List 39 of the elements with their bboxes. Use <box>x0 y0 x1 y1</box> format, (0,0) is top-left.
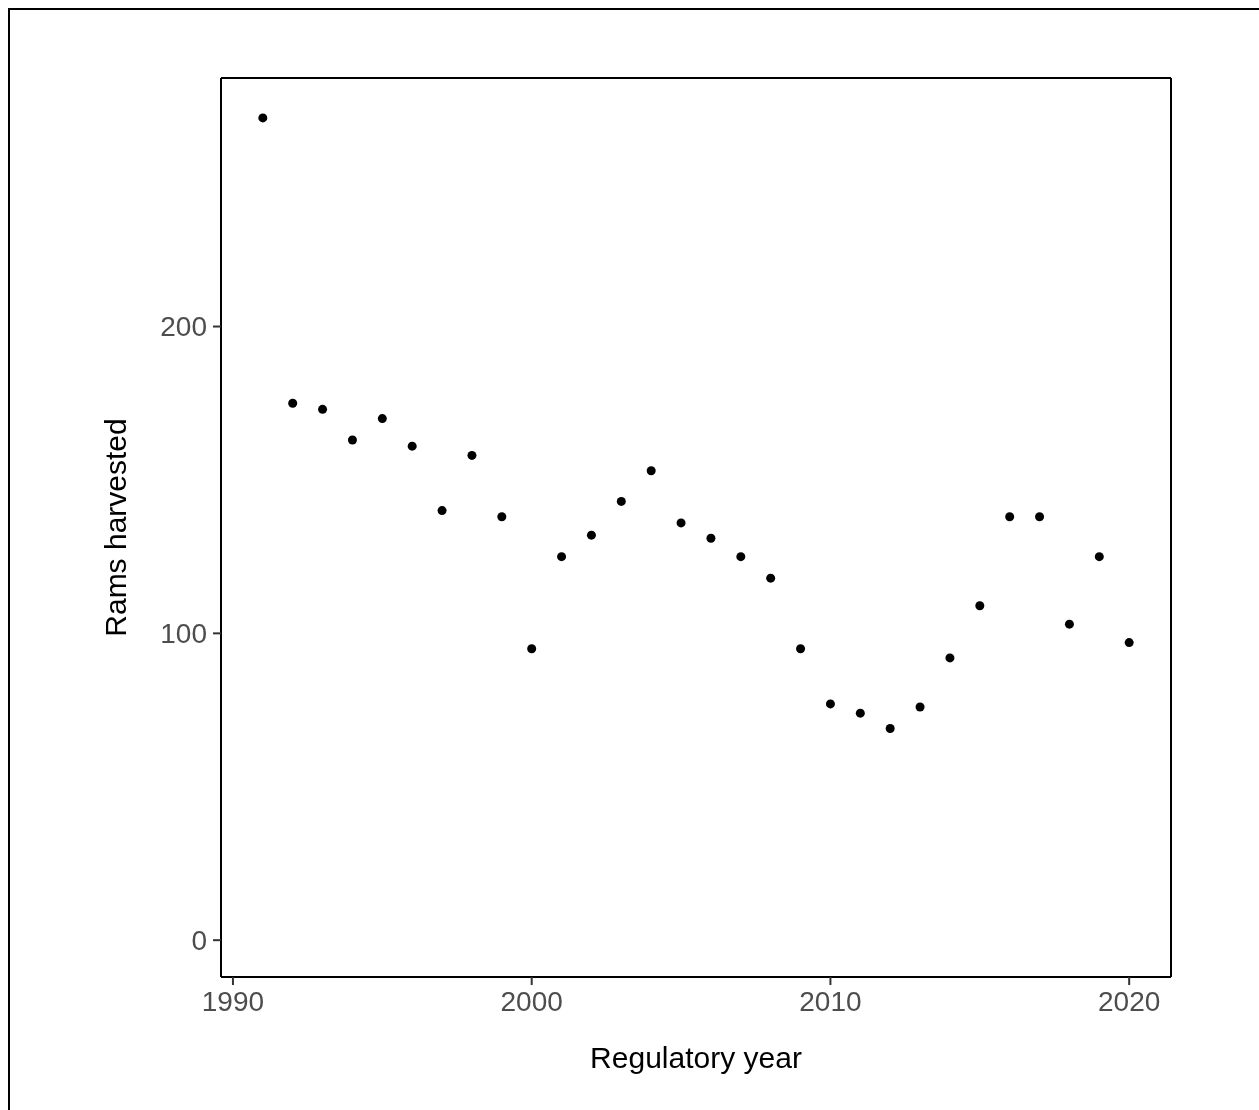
point <box>377 414 387 424</box>
x-tick-label: 2010 <box>799 985 862 1017</box>
point <box>855 708 865 718</box>
point <box>706 533 716 543</box>
point <box>407 441 417 451</box>
point <box>825 699 835 709</box>
point <box>288 398 298 408</box>
point <box>796 644 806 654</box>
point <box>766 573 776 583</box>
point <box>975 601 985 611</box>
y-tick-label: 100 <box>160 618 207 650</box>
point <box>1064 619 1074 629</box>
x-tick-label: 1990 <box>201 985 265 1017</box>
point <box>885 723 895 733</box>
point <box>258 113 268 123</box>
point <box>915 702 925 712</box>
point <box>616 496 626 506</box>
y-tick-label: 200 <box>160 311 207 343</box>
y-tick-label: 0 <box>191 925 207 957</box>
point <box>1094 552 1104 562</box>
point <box>676 518 686 528</box>
y-axis-title: Rams harvested <box>98 418 132 637</box>
point <box>527 644 537 654</box>
point <box>318 404 328 414</box>
point <box>467 450 477 460</box>
point <box>1005 512 1015 522</box>
point <box>497 512 507 522</box>
x-tick-label: 2000 <box>500 985 563 1017</box>
x-tick-label: 2020 <box>1098 985 1161 1017</box>
point <box>1124 638 1134 648</box>
point <box>586 530 596 540</box>
point <box>1035 512 1045 522</box>
x-axis-title: Regulatory year <box>590 1041 802 1074</box>
point <box>437 506 447 516</box>
point <box>736 552 746 562</box>
point <box>557 552 567 562</box>
point <box>646 466 656 476</box>
point <box>945 653 955 663</box>
point <box>347 435 357 445</box>
